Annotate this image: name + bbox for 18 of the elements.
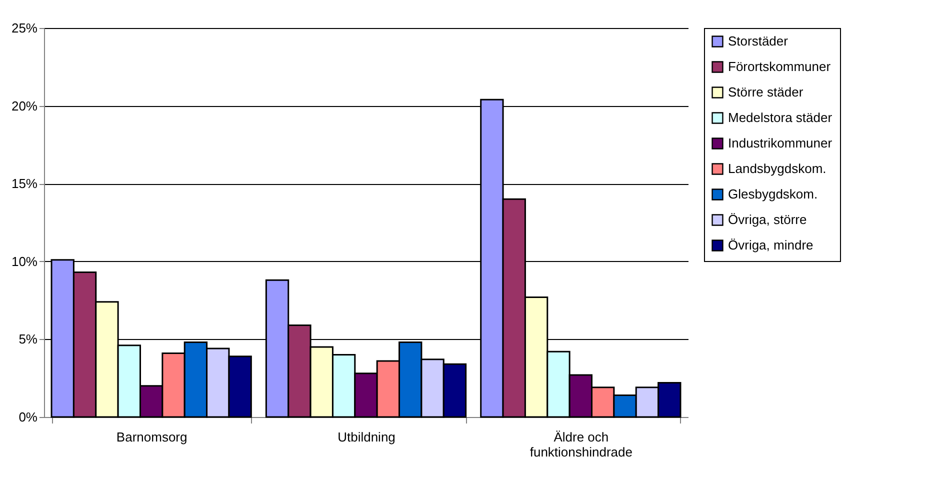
- y-tick-label: 5%: [18, 332, 38, 347]
- y-tick-label: 10%: [11, 254, 38, 269]
- x-tick-label: Utbildning: [338, 430, 396, 444]
- x-tick-label: Barnomsorg: [116, 430, 188, 444]
- legend-label: Övriga, större: [728, 212, 807, 227]
- legend-label: Industrikommuner: [728, 136, 833, 150]
- legend-label: Glesbygdskom.: [728, 186, 818, 202]
- legend-label: Medelstora städer: [728, 110, 833, 125]
- legend-label: Större städer: [728, 84, 804, 100]
- legend-label: Storstäder: [728, 34, 789, 48]
- x-tick-label: Äldre och funktionshindrade: [530, 430, 632, 460]
- y-tick-label: 0%: [18, 410, 38, 424]
- legend-label: Landsbygdskom.: [728, 161, 826, 176]
- y-tick-label: 25%: [11, 20, 38, 36]
- legend-label: Förortskommuner: [728, 59, 832, 74]
- y-tick-label: 20%: [11, 98, 38, 114]
- y-tick-label: 15%: [11, 176, 38, 192]
- legend-label: Övriga, mindre: [728, 238, 814, 252]
